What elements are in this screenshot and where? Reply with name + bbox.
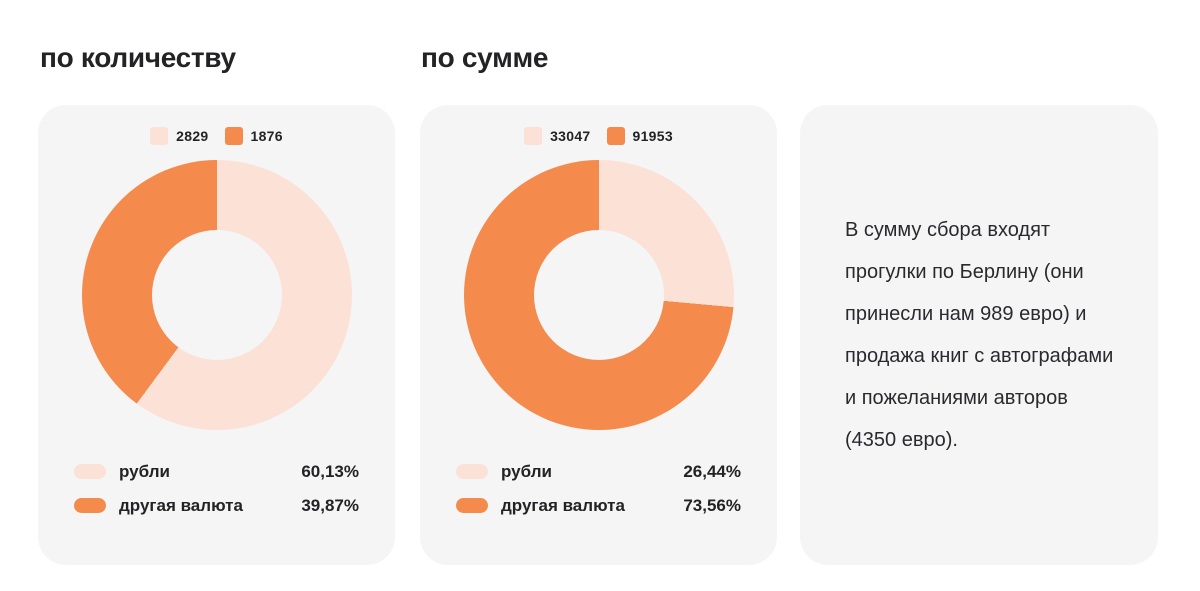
- legend-pill-rubles: [456, 464, 488, 479]
- legend-row-rubles: рубли 26,44%: [456, 460, 741, 483]
- legend-value: 33047: [550, 128, 591, 144]
- legend-row-other-currency: другая валюта 39,87%: [74, 494, 359, 517]
- legend-value: 2829: [176, 128, 209, 144]
- legend-pill-other-currency: [74, 498, 106, 513]
- legend-item: 2829: [150, 127, 208, 145]
- legend-percent: 73,56%: [683, 495, 741, 515]
- donut-chart-by-quantity: [81, 160, 352, 430]
- legend-swatch-rubles: [524, 127, 543, 145]
- legend-value: 1876: [250, 128, 283, 144]
- legend-item: 1876: [224, 127, 283, 145]
- chart-card-by-quantity: 2829 1876 рубли 60,13% другая валюта 39,…: [38, 105, 395, 565]
- legend-row-other-currency: другая валюта 73,56%: [456, 494, 741, 517]
- legend-percent: 60,13%: [301, 461, 359, 481]
- chart-title-by-sum: по сумме: [421, 42, 549, 73]
- legend-item: 33047: [524, 127, 590, 145]
- legend-value: 91953: [632, 128, 673, 144]
- donut-hole: [151, 230, 282, 360]
- legend-swatch-rubles: [150, 127, 169, 145]
- legend-percent: 39,87%: [301, 495, 359, 515]
- top-legend: 2829 1876: [38, 127, 395, 145]
- legend-swatch-other-currency: [224, 127, 243, 145]
- legend-label: рубли: [119, 461, 170, 481]
- bottom-legend: рубли 60,13% другая валюта 39,87%: [74, 460, 359, 517]
- legend-swatch-other-currency: [606, 127, 625, 145]
- legend-label: рубли: [501, 461, 552, 481]
- legend-label: другая валюта: [501, 495, 625, 515]
- legend-row-rubles: рубли 60,13%: [74, 460, 359, 483]
- note-card: В сумму сбора входят прогулки по Берлину…: [800, 105, 1158, 565]
- top-legend: 33047 91953: [420, 127, 777, 145]
- note-inner: В сумму сбора входят прогулки по Берлину…: [800, 105, 1158, 565]
- legend-item: 91953: [606, 127, 673, 145]
- bottom-legend: рубли 26,44% другая валюта 73,56%: [456, 460, 741, 517]
- legend-percent: 26,44%: [683, 461, 741, 481]
- donut-chart-by-sum: [463, 160, 734, 430]
- chart-title-by-quantity: по количеству: [40, 42, 236, 73]
- legend-label: другая валюта: [119, 495, 243, 515]
- chart-card-by-sum: 33047 91953 рубли 26,44% другая валюта 7…: [420, 105, 777, 565]
- donut-hole: [533, 230, 664, 360]
- legend-pill-other-currency: [456, 498, 488, 513]
- legend-pill-rubles: [74, 464, 106, 479]
- note-text: В сумму сбора входят прогулки по Берлину…: [845, 219, 1114, 451]
